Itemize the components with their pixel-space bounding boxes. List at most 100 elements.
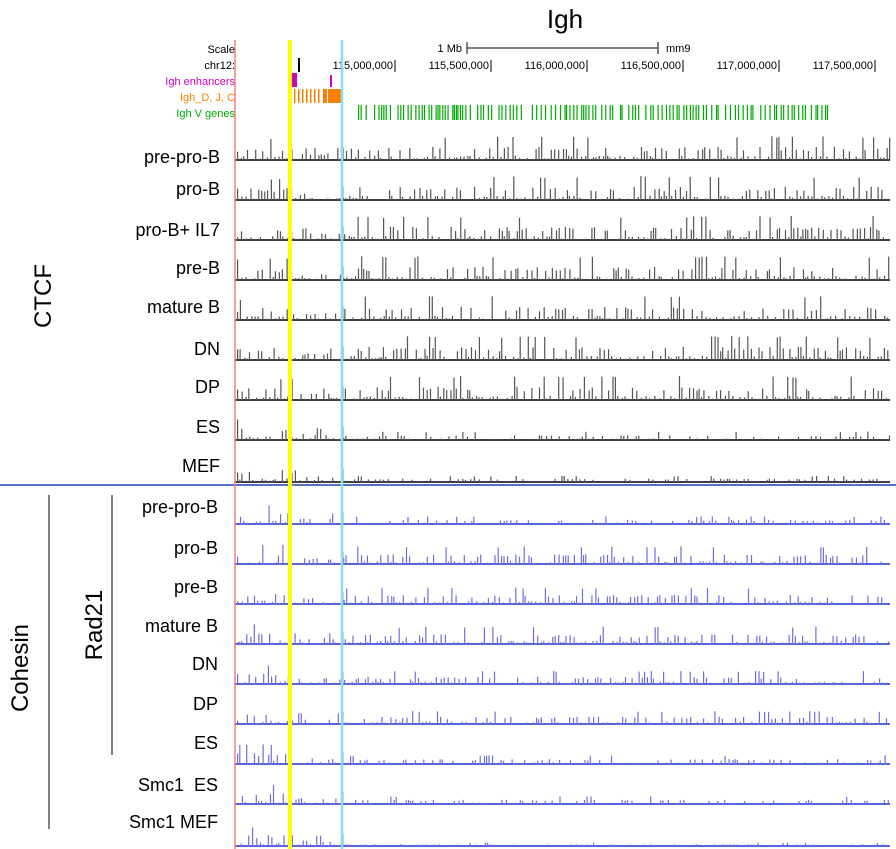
- djc-feature: [310, 89, 312, 103]
- signal-bar: [636, 157, 638, 160]
- signal-bar: [492, 157, 494, 160]
- signal-bar: [670, 158, 672, 160]
- signal-bar: [378, 357, 380, 360]
- v-gene-feature: [452, 105, 454, 120]
- signal-bar: [438, 602, 440, 604]
- signal-bar: [815, 147, 817, 160]
- signal-bar: [368, 346, 370, 360]
- signal-bar: [844, 236, 846, 240]
- signal-bar: [414, 641, 416, 644]
- signal-bar: [805, 228, 807, 240]
- signal-bar: [515, 802, 517, 804]
- track-label: pre-B: [174, 577, 218, 597]
- signal-bar: [405, 158, 407, 160]
- signal-bar: [601, 436, 603, 440]
- scale-label: Scale: [207, 44, 235, 56]
- signal-bar: [506, 227, 508, 240]
- signal-bar: [755, 671, 757, 684]
- signal-bar: [733, 602, 735, 604]
- signal-bar: [298, 844, 300, 846]
- signal-bar: [272, 521, 274, 524]
- signal-bar: [310, 682, 312, 684]
- v-gene-feature: [595, 105, 597, 120]
- signal-bar: [500, 635, 502, 644]
- signal-bar: [286, 188, 288, 200]
- signal-bar: [551, 268, 553, 280]
- signal-bar: [388, 147, 390, 160]
- signal-bar: [611, 546, 613, 564]
- signal-bar: [838, 722, 840, 724]
- signal-bar: [709, 177, 711, 200]
- signal-bar: [872, 388, 875, 400]
- signal-bar: [346, 588, 348, 604]
- signal-bar: [656, 596, 659, 604]
- signal-bar: [255, 676, 257, 684]
- signal-bar: [836, 556, 838, 564]
- signal-bar: [680, 762, 682, 764]
- signal-bar: [785, 147, 787, 160]
- signal-bar: [526, 642, 528, 644]
- signal-bar: [376, 561, 378, 564]
- signal-bar: [376, 641, 378, 644]
- signal-bar: [578, 349, 581, 360]
- signal-bar: [547, 198, 549, 200]
- signal-bar: [599, 760, 601, 764]
- signal-bar: [856, 228, 858, 240]
- signal-bar: [441, 196, 443, 200]
- v-gene-feature: [601, 105, 603, 120]
- signal-bar: [246, 744, 248, 764]
- signal-bar: [587, 760, 589, 764]
- signal-bar: [597, 677, 599, 684]
- signal-bar: [252, 682, 254, 684]
- signal-bar: [750, 516, 752, 524]
- signal-bar: [240, 157, 243, 160]
- signal-bar: [648, 478, 650, 482]
- signal-bar: [797, 347, 799, 360]
- signal-bar: [842, 149, 845, 160]
- signal-bar: [316, 558, 318, 564]
- signal-bar: [601, 376, 603, 400]
- signal-bar: [673, 557, 676, 564]
- signal-bar: [714, 634, 716, 644]
- signal-bar: [358, 522, 360, 524]
- signal-bar: [870, 186, 872, 200]
- signal-bar: [883, 157, 885, 160]
- signal-bar: [867, 431, 869, 440]
- signal-bar: [804, 762, 806, 764]
- signal-bar: [474, 149, 476, 160]
- signal-bar: [434, 315, 436, 320]
- signal-bar: [265, 802, 267, 804]
- signal-bar: [811, 196, 813, 200]
- signal-bar: [493, 671, 496, 684]
- signal-bar: [438, 237, 440, 240]
- signal-bar: [309, 519, 311, 524]
- signal-bar: [611, 356, 613, 360]
- signal-bar: [323, 678, 325, 684]
- signal-bar: [733, 316, 735, 320]
- signal-bar: [280, 379, 282, 400]
- signal-bar: [729, 230, 731, 240]
- signal-bar: [684, 523, 686, 524]
- cohesin-track: [235, 502, 890, 525]
- signal-bar: [353, 398, 355, 400]
- signal-bar: [664, 348, 666, 360]
- signal-bar: [826, 597, 828, 604]
- signal-bar: [826, 717, 828, 724]
- signal-bar: [498, 228, 500, 240]
- signal-bar: [482, 318, 484, 320]
- signal-bar: [830, 316, 832, 320]
- signal-bar: [677, 762, 679, 764]
- signal-bar: [858, 177, 860, 200]
- signal-bar: [322, 602, 324, 604]
- signal-bar: [879, 760, 881, 764]
- signal-bar: [402, 556, 404, 564]
- signal-bar: [280, 844, 282, 846]
- signal-bar: [689, 436, 691, 440]
- signal-bar: [883, 275, 886, 280]
- signal-bar: [726, 438, 728, 440]
- signal-bar: [399, 150, 401, 160]
- signal-bar: [278, 356, 280, 360]
- signal-bar: [635, 682, 637, 684]
- signal-bar: [761, 351, 763, 360]
- signal-bar: [864, 228, 866, 240]
